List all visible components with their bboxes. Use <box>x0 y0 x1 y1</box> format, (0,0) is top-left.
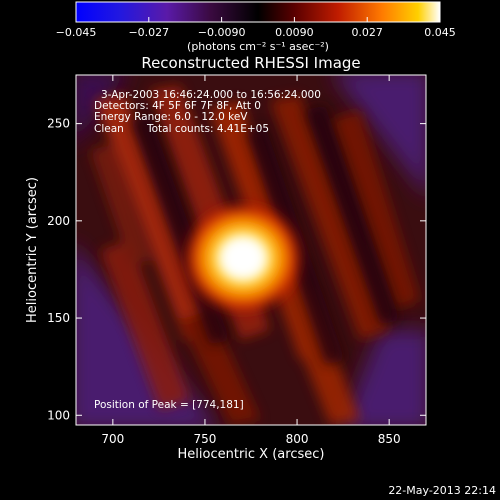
colorbar-tick-label: 0.0090 <box>275 26 314 39</box>
colorbar <box>75 1 441 23</box>
plot-frame <box>75 74 427 426</box>
y-tick-label: 150 <box>47 311 70 325</box>
x-axis-ticks: 700 750 800 850 <box>101 75 401 446</box>
y-tick-label: 200 <box>47 214 70 228</box>
colorbar-tick-label: −0.045 <box>56 26 97 39</box>
y-tick-label: 100 <box>47 408 70 422</box>
footer-timestamp: 22-May-2013 22:14 <box>388 484 496 497</box>
colorbar-tick-label: −0.0090 <box>198 26 246 39</box>
y-axis-ticks: 100 150 200 250 <box>47 117 426 422</box>
y-axis-label: Heliocentric Y (arcsec) <box>25 177 40 323</box>
annotation-detectors: Detectors: 4F 5F 6F 7F 8F, Att 0 <box>94 100 261 112</box>
colorbar-ticks: −0.045 −0.027 −0.0090 0.0090 0.027 0.045 <box>56 17 456 39</box>
heatmap-image <box>76 75 426 425</box>
x-tick-label: 700 <box>101 432 124 446</box>
y-tick-label: 250 <box>47 117 70 131</box>
colorbar-tick-label: 0.027 <box>351 26 383 39</box>
colorbar-tick-label: 0.045 <box>424 26 456 39</box>
annotation-clean: Clean <box>94 123 124 135</box>
x-tick-label: 750 <box>193 432 216 446</box>
x-tick-label: 800 <box>286 432 309 446</box>
annotation-energy-range: Energy Range: 6.0 - 12.0 keV <box>94 111 248 123</box>
chart-title: Reconstructed RHESSI Image <box>141 54 360 72</box>
annotation-total-counts: Total counts: 4.41E+05 <box>146 123 269 135</box>
annotation-peak-position: Position of Peak = [774,181] <box>94 399 244 411</box>
colorbar-unit-label: (photons cm⁻² s⁻¹ asec⁻²) <box>187 40 329 53</box>
x-axis-label: Heliocentric X (arcsec) <box>178 447 325 462</box>
x-tick-label: 850 <box>378 432 401 446</box>
annotation-time-range: 3-Apr-2003 16:46:24.000 to 16:56:24.000 <box>101 89 321 101</box>
colorbar-tick-label: −0.027 <box>128 26 169 39</box>
